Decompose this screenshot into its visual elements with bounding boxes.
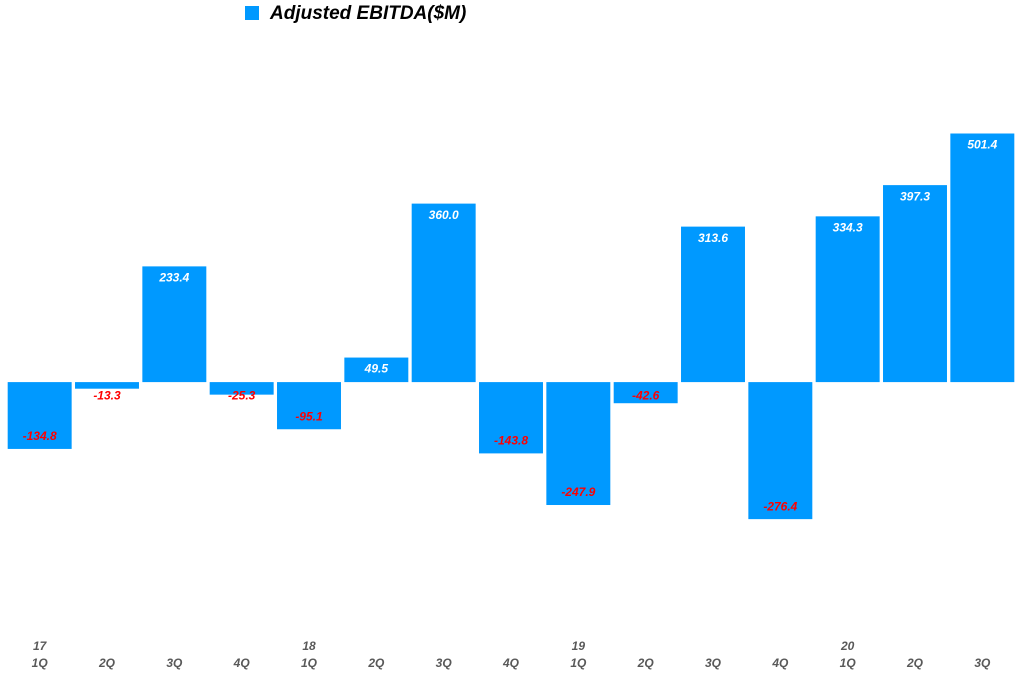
- x-tick-label: 3Q: [705, 656, 722, 670]
- value-label: 360.0: [429, 208, 459, 222]
- value-label: -143.8: [494, 434, 528, 448]
- bar: [479, 382, 543, 454]
- value-label: 397.3: [900, 189, 930, 203]
- bar: [142, 266, 207, 383]
- legend-label: Adjusted EBITDA($M): [269, 3, 466, 24]
- x-tick-label: 4Q: [502, 656, 520, 670]
- value-label: -13.3: [93, 388, 121, 402]
- x-tick-label: 1Q: [32, 656, 49, 670]
- bar: [950, 133, 1015, 383]
- legend-swatch: [245, 6, 259, 20]
- x-tick-label: 4Q: [771, 656, 789, 670]
- bar: [277, 382, 341, 430]
- x-tick-label: 2Q: [367, 656, 385, 670]
- x-tick-label: 3Q: [974, 656, 991, 670]
- value-label: -247.9: [561, 485, 595, 499]
- bar: [411, 203, 476, 383]
- x-tick-label: 4Q: [233, 656, 251, 670]
- x-group-label: 19: [572, 639, 586, 653]
- value-label: 49.5: [364, 362, 389, 376]
- value-label: 334.3: [833, 221, 863, 235]
- x-tick-label: 2Q: [906, 656, 924, 670]
- x-tick-label: 2Q: [98, 656, 116, 670]
- bar: [7, 382, 72, 449]
- bar: [815, 216, 880, 383]
- value-label: -276.4: [763, 499, 797, 513]
- bar: [546, 382, 611, 506]
- bar: [748, 382, 813, 520]
- x-group-label: 17: [33, 639, 48, 653]
- value-label: 313.6: [698, 231, 728, 245]
- bar: [344, 357, 409, 383]
- bar: [75, 382, 139, 389]
- x-tick-label: 1Q: [570, 656, 587, 670]
- value-label: -134.8: [23, 429, 57, 443]
- bar: [681, 226, 745, 383]
- value-label: -25.3: [228, 388, 256, 402]
- x-tick-label: 3Q: [166, 656, 183, 670]
- bar: [613, 382, 678, 404]
- value-label: 233.4: [158, 271, 189, 285]
- x-tick-label: 1Q: [840, 656, 857, 670]
- x-tick-label: 1Q: [301, 656, 318, 670]
- bar: [209, 382, 274, 395]
- value-label: 501.4: [967, 138, 997, 152]
- x-group-label: 18: [302, 639, 316, 653]
- x-tick-label: 3Q: [436, 656, 453, 670]
- bar: [883, 185, 947, 383]
- value-label: -42.6: [632, 388, 660, 402]
- x-tick-label: 2Q: [637, 656, 655, 670]
- x-group-label: 20: [840, 639, 855, 653]
- value-label: -95.1: [295, 409, 323, 423]
